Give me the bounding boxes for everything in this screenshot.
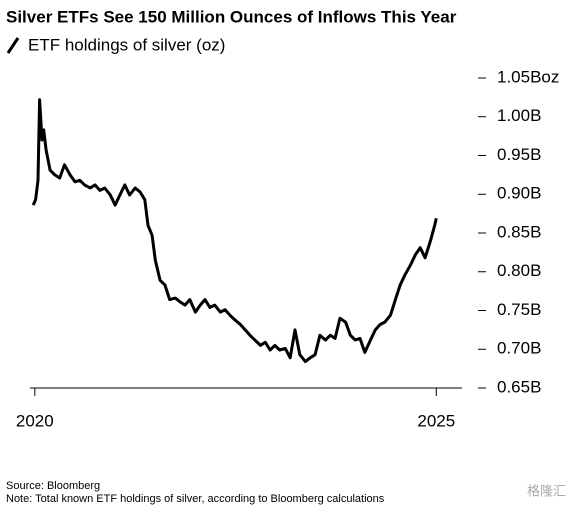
x-tick-label: 2020 [16,411,54,430]
y-tick-label: 0.70B [497,339,541,358]
y-tick-label: 0.85B [497,222,541,241]
source: Source: Bloomberg [6,480,100,492]
y-tick-label: 0.90B [497,184,541,203]
watermark: 格隆汇 [527,483,566,498]
chart-title: Silver ETFs See 150 Million Ounces of In… [6,7,457,26]
y-tick-label: 1.00B [497,106,541,125]
legend-label: ETF holdings of silver (oz) [28,35,225,54]
y-tick-label: 0.80B [497,261,541,280]
y-tick-label: 1.05Boz [497,67,559,86]
legend-swatch [6,37,20,54]
note: Note: Total known ETF holdings of silver… [6,493,385,505]
series-line [31,98,438,364]
y-tick-label: 0.95B [497,145,541,164]
y-tick-label: 0.65B [497,377,541,396]
y-tick-label: 0.75B [497,300,541,319]
x-tick-label: 2025 [417,411,455,430]
